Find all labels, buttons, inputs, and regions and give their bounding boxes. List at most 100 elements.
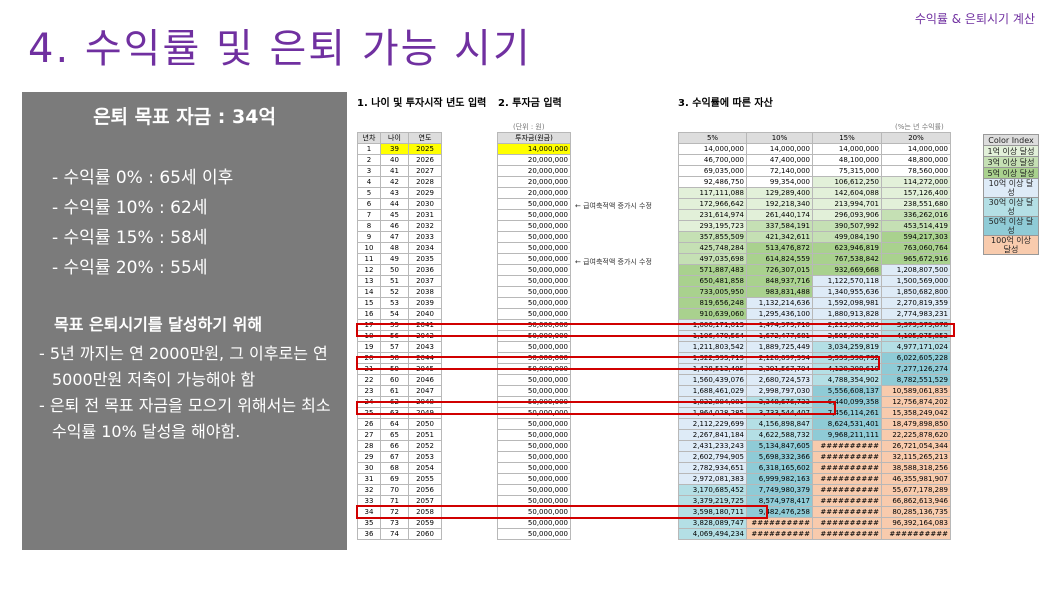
table-row: 571,887,483 726,307,015 932,669,668 1,208,8… bbox=[678, 264, 951, 276]
investment-cell[interactable]: 20,000,000 bbox=[497, 154, 571, 166]
goal-bullets: - 5년 까지는 연 2000만원, 그 이후로는 연 5000만원 저축이 가… bbox=[22, 341, 347, 445]
investment-cell[interactable]: 50,000,000 bbox=[497, 528, 571, 540]
table-row: 50,000,000 bbox=[497, 473, 571, 485]
year-cell: 2055 bbox=[408, 473, 442, 485]
year-cell: 2040 bbox=[408, 308, 442, 320]
investment-cell[interactable]: 50,000,000 bbox=[497, 451, 571, 463]
investment-cell[interactable]: 20,000,000 bbox=[497, 176, 571, 188]
asset-cell: 1,560,439,076 bbox=[678, 374, 747, 386]
table-row: 50,000,000 bbox=[497, 275, 571, 287]
year-cell: 2029 bbox=[408, 187, 442, 199]
year-index-cell: 15 bbox=[357, 297, 381, 309]
investment-cell[interactable]: 20,000,000 bbox=[497, 187, 571, 199]
table-row: 36 74 2060 bbox=[357, 528, 442, 540]
age-cell: 48 bbox=[380, 242, 409, 254]
asset-cell: 2,782,934,651 bbox=[678, 462, 747, 474]
investment-cell[interactable]: 50,000,000 bbox=[497, 374, 571, 386]
asset-cell: 2,680,724,573 bbox=[746, 374, 813, 386]
asset-cell: 106,612,250 bbox=[812, 176, 882, 188]
asset-cell: 763,060,764 bbox=[881, 242, 951, 254]
asset-cell: 5,556,608,137 bbox=[812, 385, 882, 397]
salary-note: ← 급여축적액 증가시 수정 bbox=[575, 258, 652, 266]
year-cell: 2053 bbox=[408, 451, 442, 463]
investment-cell[interactable]: 50,000,000 bbox=[497, 473, 571, 485]
goal-bullet: - 5년 까지는 연 2000만원, 그 이후로는 연 5000만원 저축이 가… bbox=[39, 344, 328, 389]
asset-cell: 497,035,698 bbox=[678, 253, 747, 265]
investment-cell[interactable]: 50,000,000 bbox=[497, 264, 571, 276]
asset-cell: 114,272,000 bbox=[881, 176, 951, 188]
investment-cell[interactable]: 50,000,000 bbox=[497, 275, 571, 287]
age-cell: 44 bbox=[380, 198, 409, 210]
investment-cell[interactable]: 50,000,000 bbox=[497, 220, 571, 232]
asset-cell: 1,132,214,636 bbox=[746, 297, 813, 309]
investment-cell[interactable]: 50,000,000 bbox=[497, 231, 571, 243]
investment-cell[interactable]: 50,000,000 bbox=[497, 198, 571, 210]
investment-cell[interactable]: 14,000,000 bbox=[497, 143, 571, 155]
investment-cell[interactable]: 50,000,000 bbox=[497, 484, 571, 496]
asset-cell: 75,315,000 bbox=[812, 165, 882, 177]
asset-cell: 261,440,174 bbox=[746, 209, 813, 221]
asset-cell: 1,295,436,100 bbox=[746, 308, 813, 320]
asset-cell: 726,307,015 bbox=[746, 264, 813, 276]
table-row: 69,035,000 72,140,000 75,315,000 78,560,000 bbox=[678, 165, 951, 177]
investment-cell[interactable]: 50,000,000 bbox=[497, 297, 571, 309]
asset-cell: ########## bbox=[812, 473, 882, 485]
col-header-rate-10: 10% bbox=[746, 132, 813, 144]
table-row: 10 48 2034 bbox=[357, 242, 442, 254]
age-cell: 68 bbox=[380, 462, 409, 474]
col-header-rate-15: 15% bbox=[812, 132, 882, 144]
investment-cell[interactable]: 50,000,000 bbox=[497, 440, 571, 452]
asset-cell: ########## bbox=[812, 451, 882, 463]
investment-cell[interactable]: 50,000,000 bbox=[497, 341, 571, 353]
asset-cell: 513,476,872 bbox=[746, 242, 813, 254]
age-cell: 70 bbox=[380, 484, 409, 496]
investment-cell[interactable]: 50,000,000 bbox=[497, 209, 571, 221]
goal-bullet: - 은퇴 전 목표 자금을 모으기 위해서는 최소 수익률 10% 달성을 해야… bbox=[39, 396, 331, 441]
investment-table: 투자금(원금) 14,000,000 20,000,000 20,000,000 20… bbox=[497, 132, 571, 540]
table-row: 20,000,000 bbox=[497, 187, 571, 199]
asset-cell: 78,560,000 bbox=[881, 165, 951, 177]
table-row: 92,486,750 99,354,000 106,612,250 114,272,0… bbox=[678, 176, 951, 188]
rate-item: - 수익률 15% : 58세 bbox=[52, 228, 208, 248]
asset-cell: 5,698,332,366 bbox=[746, 451, 813, 463]
investment-cell[interactable]: 50,000,000 bbox=[497, 517, 571, 529]
table-row: 650,481,858 848,937,716 1,122,570,118 1,500… bbox=[678, 275, 951, 287]
investment-cell[interactable]: 50,000,000 bbox=[497, 286, 571, 298]
asset-cell: 99,354,000 bbox=[746, 176, 813, 188]
year-cell: 2059 bbox=[408, 517, 442, 529]
investment-cell[interactable]: 50,000,000 bbox=[497, 242, 571, 254]
asset-cell: ########## bbox=[812, 517, 882, 529]
age-cell: 67 bbox=[380, 451, 409, 463]
investment-cell[interactable]: 50,000,000 bbox=[497, 429, 571, 441]
table-row: 1 39 2025 bbox=[357, 143, 442, 155]
table-row: 3,170,685,452 7,749,980,379 ########## 55,6… bbox=[678, 484, 951, 496]
table-row: 50,000,000 bbox=[497, 253, 571, 265]
asset-cell: 12,756,874,202 bbox=[881, 396, 951, 408]
asset-cell: 231,614,974 bbox=[678, 209, 747, 221]
table-row: 357,855,509 421,342,611 499,084,190 594,217… bbox=[678, 231, 951, 243]
investment-cell[interactable]: 50,000,000 bbox=[497, 462, 571, 474]
investment-cell[interactable]: 50,000,000 bbox=[497, 418, 571, 430]
investment-cell[interactable]: 50,000,000 bbox=[497, 385, 571, 397]
age-cell: 52 bbox=[380, 286, 409, 298]
asset-cell: ########## bbox=[746, 517, 813, 529]
asset-cell: 22,225,878,620 bbox=[881, 429, 951, 441]
asset-cell: 336,262,016 bbox=[881, 209, 951, 221]
asset-cell: 1,688,461,029 bbox=[678, 385, 747, 397]
investment-cell[interactable]: 50,000,000 bbox=[497, 308, 571, 320]
table-row: 4 42 2028 bbox=[357, 176, 442, 188]
asset-cell: 26,721,054,344 bbox=[881, 440, 951, 452]
age-cell: 53 bbox=[380, 297, 409, 309]
table-row: 12 50 2036 bbox=[357, 264, 442, 276]
investment-cell[interactable]: 20,000,000 bbox=[497, 165, 571, 177]
investment-cell[interactable]: 50,000,000 bbox=[497, 253, 571, 265]
table-row: 1,211,803,542 1,889,725,449 3,034,259,819 4… bbox=[678, 341, 951, 353]
summary-panel: 은퇴 목표 자금 : 34억 - 수익률 0% : 65세 이후 - 수익률 1… bbox=[22, 92, 347, 550]
col-header-year: 연도 bbox=[408, 132, 442, 144]
asset-cell: 4,069,494,234 bbox=[678, 528, 747, 540]
asset-cell: 425,748,284 bbox=[678, 242, 747, 254]
asset-cell: 5,134,847,605 bbox=[746, 440, 813, 452]
asset-cell: 96,392,164,083 bbox=[881, 517, 951, 529]
asset-cell: 15,358,249,042 bbox=[881, 407, 951, 419]
table-row: 20,000,000 bbox=[497, 165, 571, 177]
